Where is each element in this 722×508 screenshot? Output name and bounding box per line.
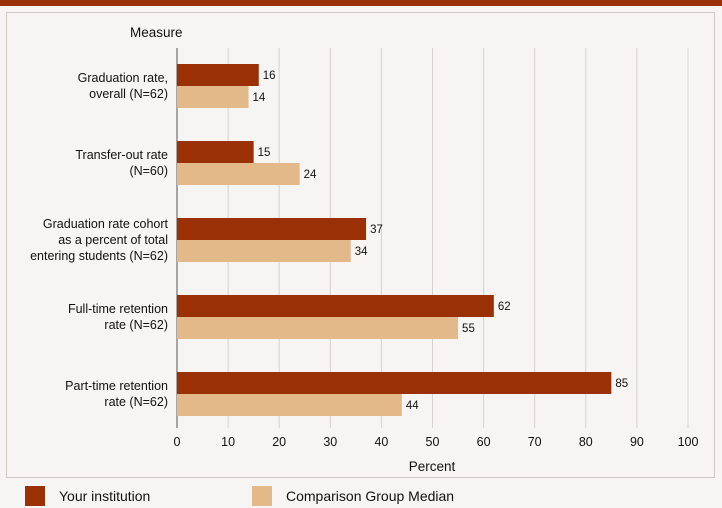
bar-comparison-median-3 bbox=[177, 317, 459, 339]
x-tick-label-80: 80 bbox=[579, 435, 593, 449]
bar-comparison-median-0 bbox=[177, 86, 249, 108]
data-label-your-institution-2: 37 bbox=[370, 224, 383, 236]
x-tick-label-10: 10 bbox=[221, 435, 235, 449]
category-label-2-line-0: Graduation rate cohort bbox=[43, 217, 169, 231]
category-label-0-line-0: Graduation rate, bbox=[78, 71, 168, 85]
data-label-comparison-median-0: 14 bbox=[253, 92, 266, 104]
bar-comparison-median-4 bbox=[177, 394, 402, 416]
bar-your-institution-1 bbox=[177, 141, 254, 163]
bar-your-institution-3 bbox=[177, 295, 494, 317]
legend-label-comparison-group-median: Comparison Group Median bbox=[286, 488, 455, 504]
category-label-2-line-2: entering students (N=62) bbox=[30, 249, 168, 263]
category-label-3-line-0: Full-time retention bbox=[68, 302, 168, 316]
x-tick-label-90: 90 bbox=[630, 435, 644, 449]
category-label-2-line-1: as a percent of total bbox=[58, 233, 168, 247]
bar-your-institution-2 bbox=[177, 218, 367, 240]
data-label-your-institution-4: 85 bbox=[615, 378, 628, 390]
bar-chart: Measure Percent 0 10 20 30 40 50 60 70 80 90 100 16… bbox=[30, 25, 699, 474]
legend-label-your-institution: Your institution bbox=[59, 488, 151, 504]
x-tick-label-40: 40 bbox=[374, 435, 388, 449]
legend-item-your-institution: Your institution bbox=[25, 484, 150, 508]
legend: Your institution Comparison Group Median bbox=[0, 484, 722, 508]
category-label-0-line-1: overall (N=62) bbox=[89, 87, 168, 101]
category-label-4-line-0: Part-time retention bbox=[65, 379, 168, 393]
legend-item-comparison-group-median: Comparison Group Median bbox=[252, 484, 454, 508]
category-label-3-line-1: rate (N=62) bbox=[104, 318, 168, 332]
category-label-4-line-1: rate (N=62) bbox=[104, 395, 168, 409]
header-accent-bar bbox=[0, 0, 722, 6]
y-axis-title: Measure bbox=[130, 25, 183, 40]
bar-your-institution-4 bbox=[177, 372, 612, 394]
bar-comparison-median-1 bbox=[177, 163, 300, 185]
category-label-1-line-1: (N=60) bbox=[129, 164, 168, 178]
legend-swatch-comparison-group-median bbox=[252, 486, 272, 506]
x-tick-label-60: 60 bbox=[477, 435, 491, 449]
x-tick-label-100: 100 bbox=[678, 435, 699, 449]
data-label-your-institution-1: 15 bbox=[258, 147, 271, 159]
data-label-comparison-median-3: 55 bbox=[462, 323, 475, 335]
x-tick-label-0: 0 bbox=[174, 435, 181, 449]
x-tick-label-30: 30 bbox=[323, 435, 337, 449]
bar-comparison-median-2 bbox=[177, 240, 351, 262]
data-label-comparison-median-2: 34 bbox=[355, 246, 368, 258]
legend-swatch-your-institution bbox=[25, 486, 45, 506]
data-label-comparison-median-4: 44 bbox=[406, 400, 419, 412]
x-tick-label-50: 50 bbox=[426, 435, 440, 449]
data-label-comparison-median-1: 24 bbox=[304, 169, 317, 181]
bar-your-institution-0 bbox=[177, 64, 259, 86]
category-label-1-line-0: Transfer-out rate bbox=[75, 148, 168, 162]
x-tick-label-20: 20 bbox=[272, 435, 286, 449]
x-axis-title: Percent bbox=[409, 459, 456, 474]
x-tick-label-70: 70 bbox=[528, 435, 542, 449]
data-label-your-institution-3: 62 bbox=[498, 301, 511, 313]
data-label-your-institution-0: 16 bbox=[263, 70, 276, 82]
